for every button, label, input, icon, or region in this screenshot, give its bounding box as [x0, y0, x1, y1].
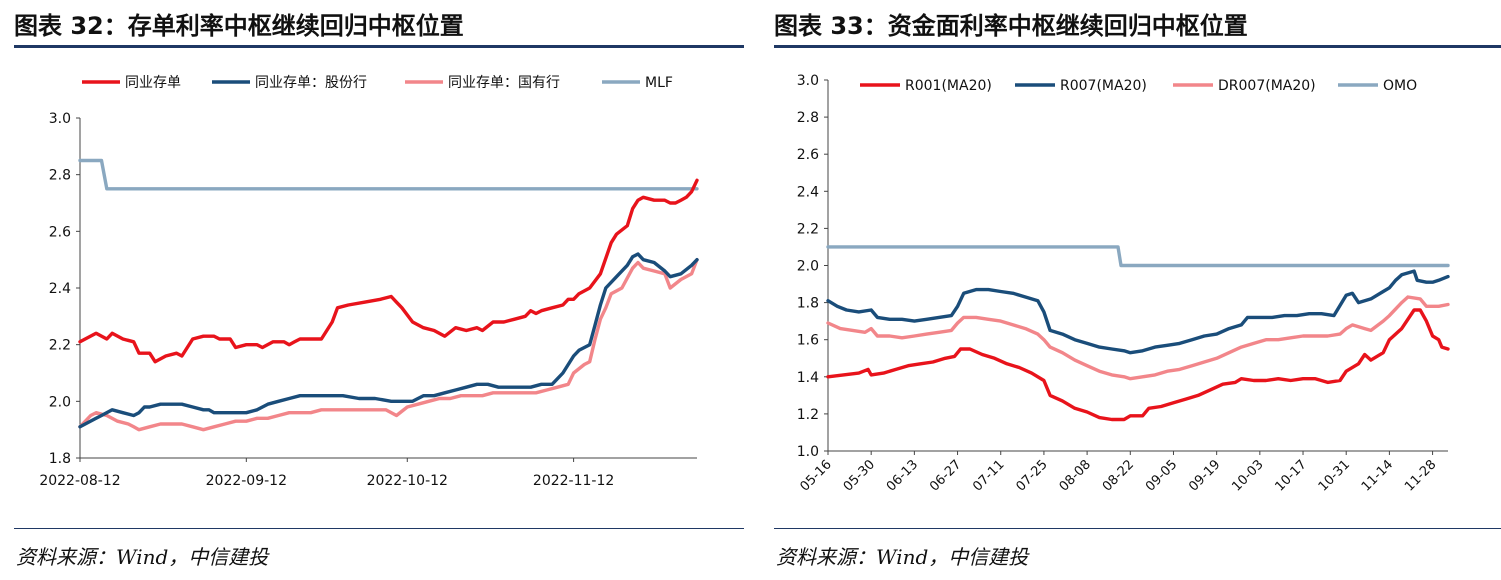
legend-item: 同业存单：国有行	[405, 75, 560, 91]
y-tick-label: 1.8	[797, 296, 819, 312]
series-line-1	[78, 178, 699, 364]
x-tick-label: 2022-08-12	[39, 473, 120, 489]
figure-title: 图表 32：存单利率中枢继续回归中枢位置	[14, 12, 464, 40]
legend-item: R001(MA20)	[860, 78, 992, 94]
x-tick-label: 09-05	[1143, 457, 1180, 494]
legend-item: 同业存单：股份行	[212, 75, 367, 91]
x-tick-label: 10-31	[1316, 457, 1353, 494]
x-tick-label: 05-30	[841, 457, 878, 494]
x-tick-label: 2022-09-12	[206, 473, 287, 489]
x-tick-label: 07-11	[970, 457, 1007, 494]
y-tick-label: 1.2	[797, 407, 819, 423]
y-tick-label: 3.0	[797, 73, 819, 89]
series-line-1	[826, 308, 1450, 422]
series-line-4	[826, 245, 1450, 268]
x-tick-label: 05-16	[798, 457, 835, 494]
y-tick-label: 2.4	[797, 184, 819, 200]
x-tick-label: 11-28	[1402, 457, 1439, 494]
x-tick-label: 07-25	[1013, 457, 1050, 494]
x-tick-label: 09-19	[1186, 457, 1223, 494]
x-tick-label: 08-08	[1057, 457, 1094, 494]
series-line-4	[78, 158, 699, 191]
x-tick-label: 2022-10-12	[367, 473, 448, 489]
footer-divider	[774, 528, 1501, 529]
y-tick-label: 2.8	[797, 110, 819, 126]
x-tick-label: 2022-11-12	[533, 473, 614, 489]
title-underline	[14, 45, 744, 48]
y-tick-label: 1.0	[797, 444, 819, 460]
y-tick-label: 1.4	[797, 370, 819, 386]
source-note: 资料来源：Wind，中信建投	[776, 545, 1029, 569]
y-tick-label: 2.6	[797, 147, 819, 163]
legend-label: R007(MA20)	[1060, 78, 1147, 94]
figure-32: 图表 32：存单利率中枢继续回归中枢位置 1.8 2.0 2.2 2.4 2.6 2.8 3…	[0, 0, 745, 580]
legend-label: R001(MA20)	[905, 78, 992, 94]
figure-33: 图表 33：资金面利率中枢继续回归中枢位置 1.0 1.2 1.4 1.6 1.8 2.0…	[760, 0, 1501, 580]
footer-divider	[14, 528, 744, 529]
legend-label: 同业存单：股份行	[255, 75, 367, 91]
legend-item: DR007(MA20)	[1173, 78, 1316, 94]
figure-title: 图表 33：资金面利率中枢继续回归中枢位置	[774, 12, 1248, 40]
source-note: 资料来源：Wind，中信建投	[16, 545, 269, 569]
y-tick-label: 2.8	[49, 168, 71, 184]
legend-label: 同业存单：国有行	[448, 75, 560, 91]
x-tick-label: 11-14	[1359, 457, 1396, 494]
legend-label: MLF	[645, 75, 673, 91]
title-underline	[774, 45, 1501, 48]
legend-item: OMO	[1338, 78, 1417, 94]
legend-item: MLF	[602, 75, 673, 91]
series-line-3	[826, 295, 1450, 381]
legend-label: DR007(MA20)	[1218, 78, 1316, 94]
x-tick-label: 06-13	[884, 457, 921, 494]
y-tick-label: 2.6	[49, 224, 71, 240]
series-line-3	[78, 258, 699, 432]
x-tick-label: 08-22	[1100, 457, 1137, 494]
series-line-2	[826, 269, 1450, 355]
y-tick-label: 2.4	[49, 281, 71, 297]
y-tick-label: 2.0	[797, 259, 819, 275]
y-tick-label: 1.6	[797, 333, 819, 349]
legend-item: R007(MA20)	[1015, 78, 1147, 94]
y-tick-label: 3.0	[49, 111, 71, 127]
legend-label: 同业存单	[125, 75, 181, 91]
y-tick-label: 1.8	[49, 451, 71, 467]
y-tick-label: 2.0	[49, 394, 71, 410]
chart-33: 1.0 1.2 1.4 1.6 1.8 2.0 2.2 2.4 2.6 2.8 3.0 05-16 05…	[797, 73, 1450, 495]
x-tick-label: 10-17	[1273, 457, 1310, 494]
y-tick-label: 2.2	[49, 338, 71, 354]
chart-32: 1.8 2.0 2.2 2.4 2.6 2.8 3.0 2022-08-12 2022-09-1…	[39, 75, 699, 489]
x-tick-label: 10-03	[1229, 457, 1266, 494]
legend-item: 同业存单	[82, 75, 181, 91]
legend-label: OMO	[1383, 78, 1417, 94]
series-line-2	[78, 252, 699, 429]
y-tick-label: 2.2	[797, 221, 819, 237]
x-tick-label: 06-27	[927, 457, 964, 494]
